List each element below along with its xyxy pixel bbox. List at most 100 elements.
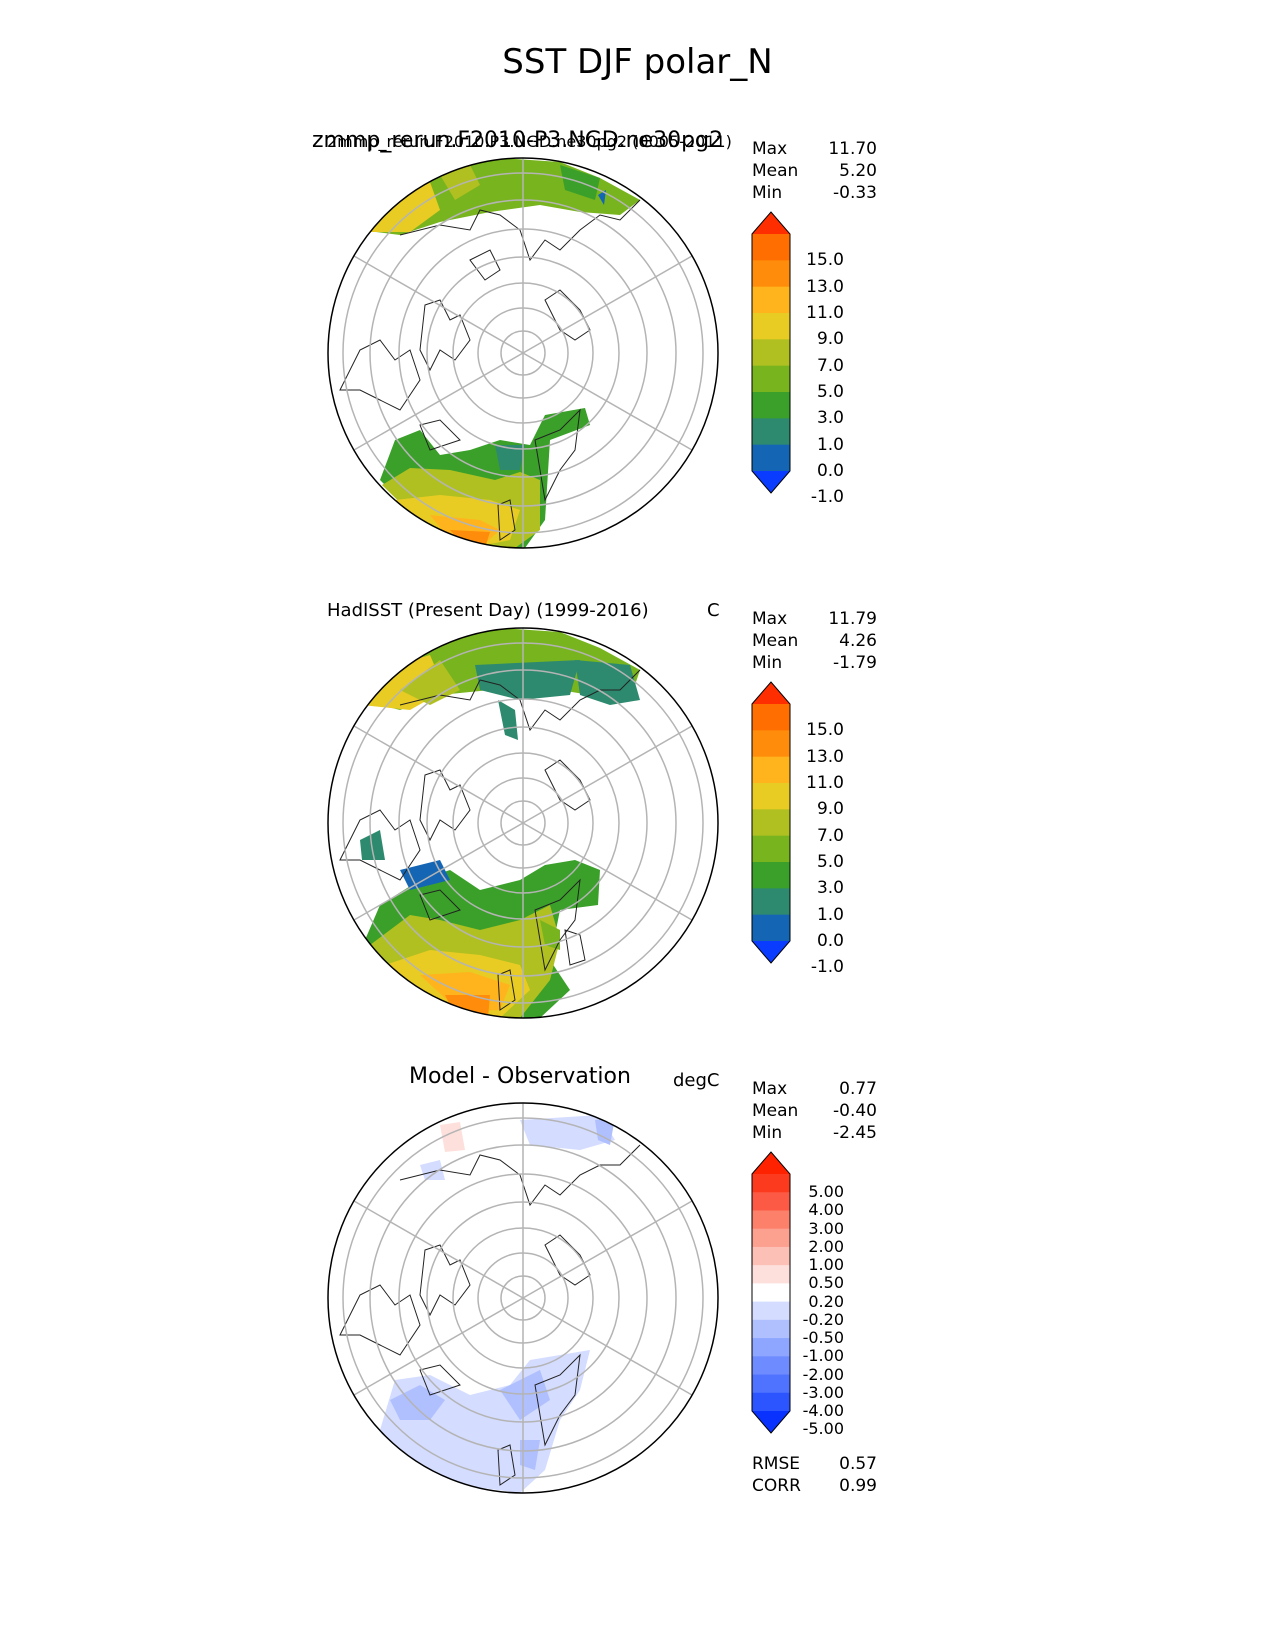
colorbar-tick-panel3: 4.00 bbox=[808, 1200, 844, 1220]
colorbar-swatch-panel1 bbox=[752, 418, 790, 446]
map-border-panel1 bbox=[327, 157, 719, 549]
colorbar-swatch-panel3 bbox=[752, 1192, 790, 1211]
colorbar-tick-panel2: 13.0 bbox=[806, 746, 844, 767]
colorbar-tick-panel1: 15.0 bbox=[806, 250, 844, 271]
colorbar-swatch-panel3 bbox=[752, 1174, 790, 1193]
colorbar-tick-panel3: 0.20 bbox=[808, 1291, 844, 1311]
colorbar-tick-panel3: -2.00 bbox=[802, 1364, 844, 1384]
colorbar-swatch-panel2 bbox=[752, 862, 790, 889]
colorbar-outline-panel2 bbox=[751, 681, 791, 964]
sst-field-panel1 bbox=[360, 158, 640, 548]
colorbar-tick-panel2: 15.0 bbox=[806, 720, 844, 741]
colorbar-swatch-panel1 bbox=[752, 286, 790, 314]
colorbar-tick-panel1: 7.0 bbox=[816, 355, 844, 376]
panel2-units: C bbox=[707, 600, 720, 621]
map-border-panel2 bbox=[327, 627, 719, 1019]
colorbar-tick-panel1: 13.0 bbox=[806, 276, 844, 297]
colorbar-swatch-panel1 bbox=[752, 234, 790, 261]
colorbar-tick-panel2: 3.0 bbox=[816, 878, 844, 899]
colorbar-tick-panel1: -1.0 bbox=[810, 487, 844, 508]
colorbar-tick-panel3: 1.00 bbox=[808, 1255, 844, 1275]
colorbar-tick-panel1: 1.0 bbox=[816, 434, 844, 455]
colorbar-swatch-panel1 bbox=[752, 365, 790, 393]
sst-field-panel2 bbox=[360, 628, 640, 1018]
colorbar-extend-max-panel3 bbox=[752, 1152, 790, 1174]
colorbar-tick-panel3: 2.00 bbox=[808, 1236, 844, 1256]
colorbar-extend-min-panel3 bbox=[752, 1411, 790, 1433]
colorbar-tick-panel3: -0.20 bbox=[802, 1309, 844, 1329]
panel3-stats: Max 0.77 Mean -0.40 Min -2.45 bbox=[752, 1079, 877, 1143]
figure-title: SST DJF polar_N bbox=[502, 42, 773, 82]
colorbar-tick-panel1: 0.0 bbox=[816, 461, 844, 481]
colorbar-swatch-panel2 bbox=[752, 835, 790, 863]
coastlines-panel1 bbox=[339, 199, 641, 541]
colorbar-swatch-panel1 bbox=[752, 392, 790, 419]
colorbar-swatch-panel1 bbox=[752, 260, 790, 288]
panel3-units: degC bbox=[673, 1070, 720, 1091]
colorbar-swatch-panel2 bbox=[752, 756, 790, 784]
colorbar-swatch-panel1 bbox=[752, 313, 790, 340]
colorbar-swatch-panel3 bbox=[752, 1283, 790, 1303]
colorbar-swatch-panel3 bbox=[752, 1228, 790, 1248]
colorbar-tick-panel3: 0.50 bbox=[808, 1273, 844, 1293]
colorbar-tick-panel1: 5.0 bbox=[816, 382, 844, 402]
panel2-stats: Max 11.79 Mean 4.26 Min -1.79 bbox=[752, 609, 877, 673]
colorbar-tick-panel2: 11.0 bbox=[806, 773, 844, 793]
colorbar-tick-panel1: 3.0 bbox=[816, 408, 844, 429]
colorbar-extend-max-panel1 bbox=[752, 212, 790, 234]
colorbar-swatch-panel3 bbox=[752, 1338, 790, 1357]
colorbar-tick-panel3: 5.00 bbox=[808, 1182, 844, 1202]
map-border-panel3 bbox=[327, 1102, 719, 1494]
map-panel2 bbox=[339, 628, 704, 1018]
colorbar-swatch-panel2 bbox=[752, 888, 790, 916]
panel3-title: Model - Observation bbox=[409, 1064, 631, 1089]
colorbar-tick-panel1: 9.0 bbox=[816, 329, 844, 350]
colorbar-tick-panel2: -1.0 bbox=[810, 957, 844, 978]
panel1-title: zmmp_rerun.F2010-P3.NGD.ne30pg2 bbox=[312, 128, 724, 153]
colorbar-tick-panel3: -0.50 bbox=[802, 1328, 844, 1348]
colorbar-extend-max-panel2 bbox=[752, 682, 790, 704]
colorbar-swatch-panel3 bbox=[752, 1246, 790, 1266]
panel3-extra-stats: RMSE 0.57 CORR 0.99 bbox=[752, 1454, 877, 1496]
colorbar-tick-panel3: -1.00 bbox=[802, 1346, 844, 1366]
colorbar-extend-min-panel2 bbox=[752, 941, 790, 963]
panel1-subtitle: 2mmp_rerun.F2010.P3.NGD.ne30pg2 (0005-20… bbox=[327, 132, 732, 151]
colorbar-panel1 bbox=[751, 211, 791, 494]
colorbar-swatch-panel1 bbox=[752, 444, 790, 472]
colorbar-tick-panel3: 3.00 bbox=[808, 1218, 844, 1238]
diff-field-panel3 bbox=[380, 1115, 615, 1493]
colorbar-tick-panel2: 5.0 bbox=[816, 852, 844, 872]
colorbar-swatch-panel3 bbox=[752, 1392, 790, 1412]
colorbar-tick-panel2: 0.0 bbox=[816, 931, 844, 951]
colorbar-swatch-panel3 bbox=[752, 1319, 790, 1339]
colorbar-tick-panel1: 11.0 bbox=[806, 303, 844, 323]
colorbar-swatch-panel3 bbox=[752, 1301, 790, 1321]
colorbar-panel3 bbox=[751, 1151, 791, 1434]
colorbar-swatch-panel3 bbox=[752, 1356, 790, 1376]
graticule-panel3 bbox=[342, 1103, 704, 1493]
colorbar-swatch-panel3 bbox=[752, 1265, 790, 1284]
colorbar-tick-panel3: -5.00 bbox=[802, 1419, 844, 1439]
colorbar-extend-min-panel1 bbox=[752, 471, 790, 493]
graticule-panel1 bbox=[342, 158, 704, 548]
colorbar-swatch-panel2 bbox=[752, 914, 790, 942]
colorbar-tick-panel2: 7.0 bbox=[816, 825, 844, 846]
colorbar-outline-panel3 bbox=[751, 1151, 791, 1434]
colorbar-tick-panel2: 9.0 bbox=[816, 799, 844, 820]
graticule-panel2 bbox=[342, 628, 704, 1018]
colorbar-swatch-panel2 bbox=[752, 783, 790, 810]
colorbar-tick-panel3: -4.00 bbox=[802, 1401, 844, 1420]
colorbar-outline-panel1 bbox=[751, 211, 791, 494]
colorbar-swatch-panel3 bbox=[752, 1210, 790, 1230]
panel1-stats: Max 11.70 Mean 5.20 Min -0.33 bbox=[752, 139, 877, 203]
map-panel3 bbox=[339, 1103, 704, 1493]
colorbar-panel2 bbox=[751, 681, 791, 964]
colorbar-swatch-panel2 bbox=[752, 730, 790, 758]
colorbar-swatch-panel2 bbox=[752, 809, 790, 837]
colorbar-swatch-panel1 bbox=[752, 339, 790, 367]
colorbar-swatch-panel2 bbox=[752, 704, 790, 731]
map-panel1 bbox=[339, 158, 704, 548]
colorbar-tick-panel3: -3.00 bbox=[802, 1382, 844, 1402]
colorbar-swatch-panel3 bbox=[752, 1374, 790, 1394]
